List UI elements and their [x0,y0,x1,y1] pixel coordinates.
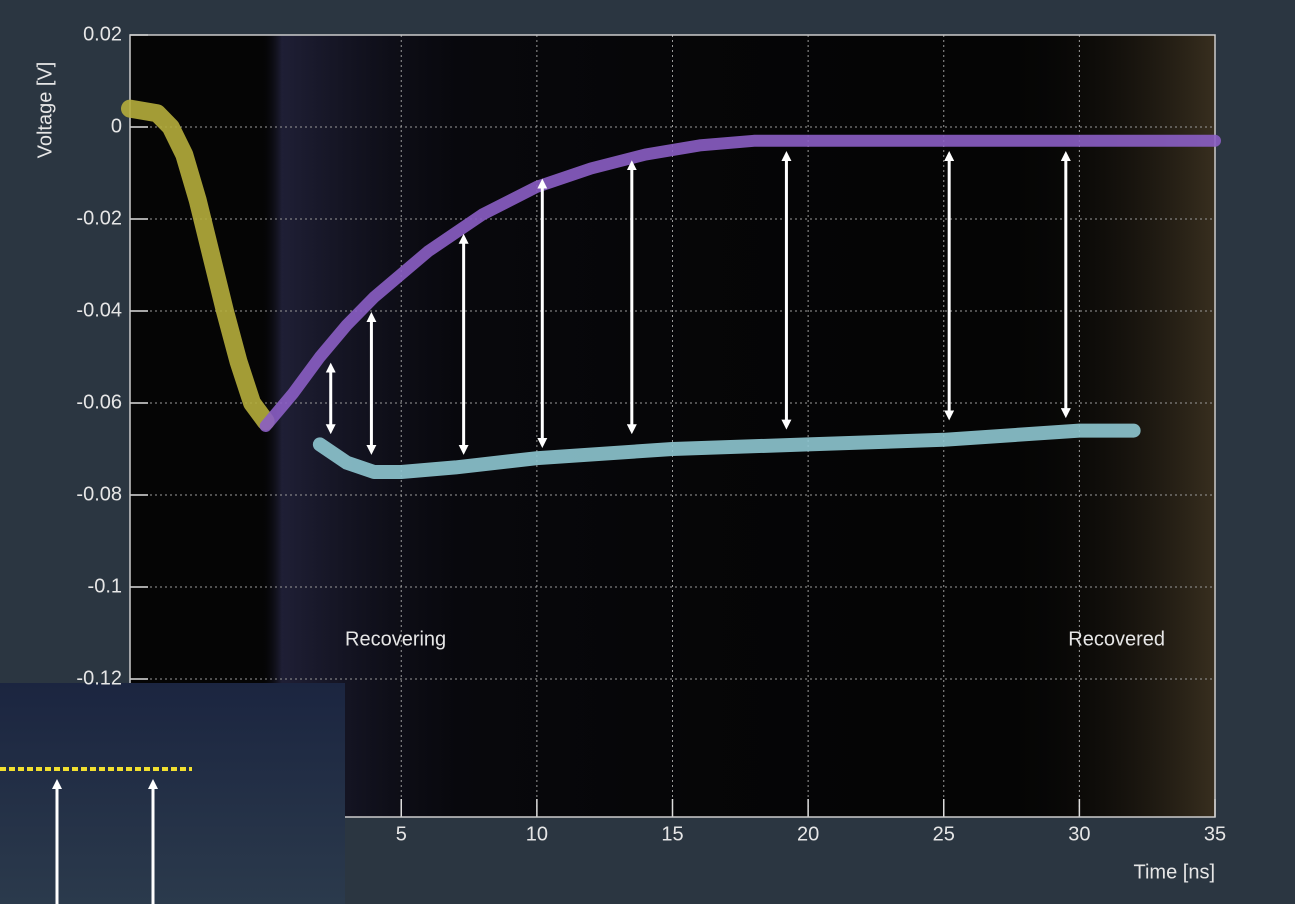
y-tick-label: -0.04 [76,299,122,321]
annotation: Recovering [345,628,446,650]
x-tick-label: 15 [661,823,683,845]
y-tick-label: 0 [111,115,122,137]
inset-panel [0,683,345,904]
y-tick-label: -0.1 [88,575,122,597]
inset [0,683,345,904]
x-tick-label: 10 [526,823,548,845]
page: {"chart_data": { "type": "line", "xlabel… [0,0,1295,904]
annotation: Recovered [1068,628,1165,650]
x-tick-label: 25 [933,823,955,845]
y-tick-label: -0.06 [76,391,122,413]
x-axis-label: Time [ns] [1134,861,1216,883]
x-tick-label: 35 [1204,823,1226,845]
y-axis-label: Voltage [V] [34,62,56,159]
y-tick-label: -0.08 [76,483,122,505]
chart: Recovering Recovered Time [ns] Voltage [… [0,0,1295,904]
x-tick-label: 5 [396,823,407,845]
x-tick-label: 30 [1068,823,1090,845]
y-tick-label: 0.02 [83,23,122,45]
x-tick-label: 20 [797,823,819,845]
y-tick-label: -0.12 [76,667,122,689]
y-tick-label: -0.02 [76,207,122,229]
